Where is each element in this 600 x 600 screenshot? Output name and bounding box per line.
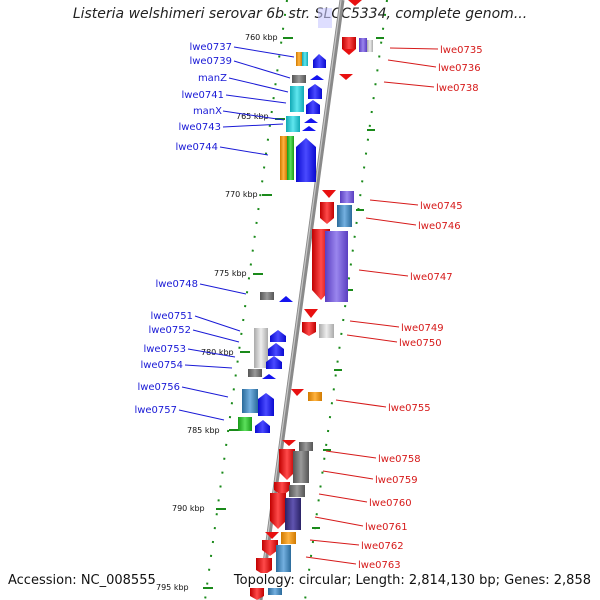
gene-label-lwe0743[interactable]: lwe0743 [178,122,221,133]
reverse-genes[interactable] [250,37,373,600]
gene-label-manX[interactable]: manX [193,106,222,117]
gene-label-lwe0754[interactable]: lwe0754 [140,360,183,371]
leader-lines-left [178,46,295,421]
gene-labels-left: lwe0737 lwe0739 manZ lwe0741 manX lwe074… [134,42,232,416]
gene-labels-right: lwe0735 lwe0736 lwe0738 lwe0745 lwe0746 … [358,45,483,571]
gene-label-lwe0746[interactable]: lwe0746 [418,221,461,232]
gene-label-lwe0741[interactable]: lwe0741 [181,90,224,101]
gene-label-lwe0755[interactable]: lwe0755 [388,403,431,414]
gene-label-lwe0761[interactable]: lwe0761 [365,522,408,533]
gene-label-lwe0744[interactable]: lwe0744 [175,142,218,153]
gene-label-lwe0737[interactable]: lwe0737 [189,42,232,53]
cog-track-left [238,52,308,431]
gene-label-lwe0739[interactable]: lwe0739 [189,56,232,67]
ruler-outer [304,0,388,600]
tick-label-770: 770 kbp [225,190,258,199]
gene-label-lwe0758[interactable]: lwe0758 [378,454,421,465]
tick-label-785: 785 kbp [187,426,220,435]
gene-label-lwe0747[interactable]: lwe0747 [410,272,453,283]
topology-text: Topology: circular; Length: 2,814,130 bp… [231,573,591,588]
tick-label-795: 795 kbp [156,583,189,592]
tick-label-760: 760 kbp [245,33,278,42]
gene-label-lwe0753[interactable]: lwe0753 [143,344,186,355]
gene-label-lwe0735[interactable]: lwe0735 [440,45,483,56]
forward-genes[interactable] [255,54,326,433]
gene-label-lwe0757[interactable]: lwe0757 [134,405,177,416]
gene-label-lwe0750[interactable]: lwe0750 [399,338,442,349]
gene-label-lwe0736[interactable]: lwe0736 [438,63,481,74]
accession-text: Accession: NC_008555 [8,573,156,588]
gene-label-lwe0756[interactable]: lwe0756 [137,382,180,393]
gene-label-lwe0759[interactable]: lwe0759 [375,475,418,486]
gene-label-lwe0752[interactable]: lwe0752 [148,325,191,336]
gene-label-manZ[interactable]: manZ [198,73,227,84]
top-partial-features [318,0,362,28]
gene-label-lwe0745[interactable]: lwe0745 [420,201,463,212]
leader-lines-right [305,47,439,565]
ruler-inner [204,0,288,600]
tick-label-765: 765 kbp [236,112,269,121]
gene-label-lwe0751[interactable]: lwe0751 [150,311,193,322]
map-title: Listeria welshimeri serovar 6b str. SLCC… [72,6,528,22]
gene-label-lwe0738[interactable]: lwe0738 [436,83,479,94]
gene-label-lwe0763[interactable]: lwe0763 [358,560,401,571]
gene-label-lwe0762[interactable]: lwe0762 [361,541,404,552]
gene-label-lwe0760[interactable]: lwe0760 [369,498,412,509]
tick-label-790: 790 kbp [172,504,205,513]
tick-label-775: 775 kbp [214,269,247,278]
gene-label-lwe0749[interactable]: lwe0749 [401,323,444,334]
gene-label-lwe0748[interactable]: lwe0748 [155,279,198,290]
tick-label-780: 780 kbp [201,348,234,357]
